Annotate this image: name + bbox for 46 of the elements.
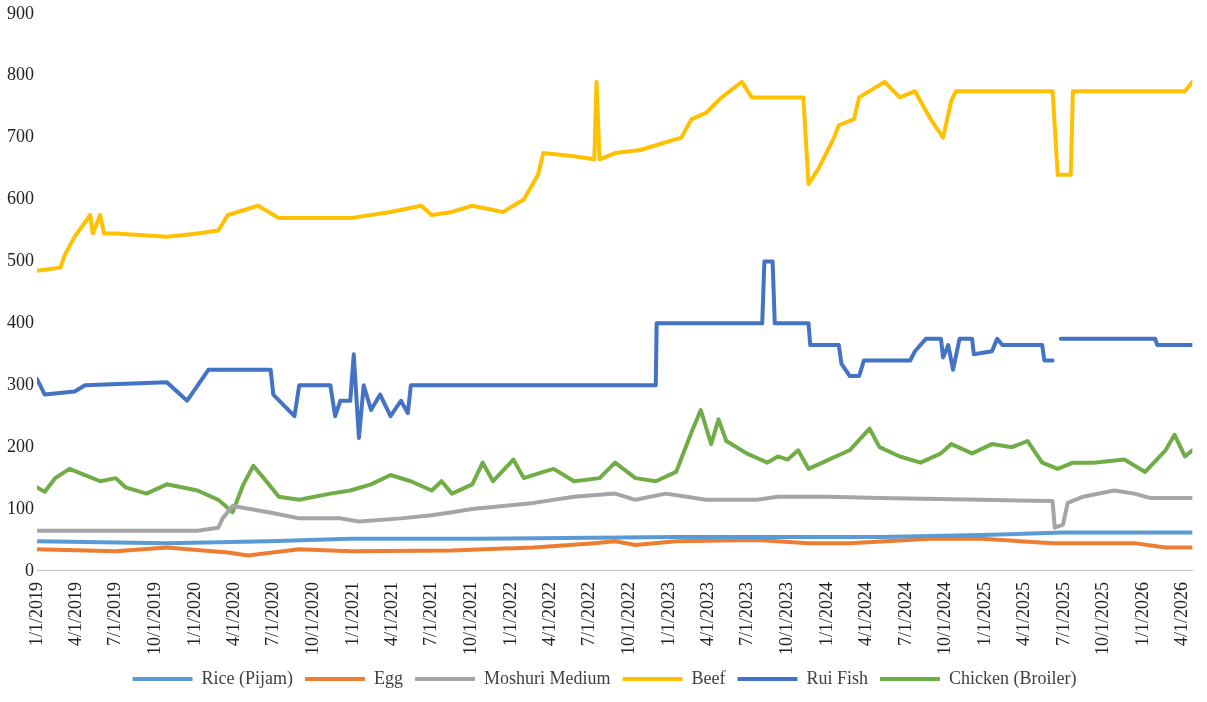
y-tick-label: 200 (7, 435, 34, 456)
x-tick-label: 4/1/2022 (538, 582, 559, 647)
y-tick-label: 400 (7, 312, 34, 333)
x-tick-label: 4/1/2020 (223, 582, 244, 647)
x-tick-label: 1/1/2025 (974, 582, 995, 647)
legend-label: Moshuri Medium (484, 667, 611, 688)
x-tick-label: 10/1/2023 (776, 582, 797, 656)
x-tick-label: 7/1/2025 (1052, 582, 1073, 647)
legend-label: Beef (691, 667, 726, 688)
x-tick-label: 4/1/2023 (696, 582, 717, 647)
x-tick-label: 10/1/2021 (460, 582, 481, 656)
y-tick-label: 600 (7, 188, 34, 209)
x-tick-label: 4/1/2026 (1171, 582, 1192, 647)
legend-label: Chicken (Broiler) (949, 667, 1077, 689)
legend-label: Rice (Pijam) (201, 667, 294, 689)
x-tick-label: 10/1/2020 (302, 582, 323, 656)
y-tick-label: 300 (7, 374, 34, 394)
x-tick-label: 7/1/2019 (104, 582, 125, 647)
legend-label: Rui Fish (806, 667, 869, 688)
x-tick-label: 7/1/2020 (262, 582, 283, 647)
x-tick-label: 10/1/2024 (934, 582, 955, 656)
x-tick-label: 7/1/2022 (578, 582, 599, 647)
x-tick-label: 10/1/2025 (1092, 582, 1113, 656)
x-tick-label: 1/1/2023 (657, 582, 678, 647)
y-tick-label: 0 (25, 559, 34, 580)
y-tick-label: 500 (7, 250, 34, 271)
x-tick-label: 7/1/2023 (736, 582, 757, 647)
x-tick-label: 10/1/2019 (143, 582, 164, 656)
x-tick-label: 10/1/2022 (618, 582, 639, 656)
y-tick-label: 800 (7, 64, 34, 85)
x-tick-label: 1/1/2026 (1132, 582, 1153, 647)
x-tick-label: 1/1/2019 (25, 582, 46, 647)
y-tick-label: 900 (7, 2, 34, 23)
x-tick-label: 1/1/2022 (499, 582, 520, 647)
y-tick-label: 100 (7, 497, 34, 518)
x-tick-label: 1/1/2024 (815, 582, 836, 647)
x-tick-label: 1/1/2021 (342, 582, 363, 647)
y-tick-label: 700 (7, 126, 34, 147)
x-tick-label: 4/1/2024 (855, 582, 876, 647)
x-tick-label: 7/1/2021 (420, 582, 441, 647)
x-tick-label: 4/1/2025 (1013, 582, 1034, 647)
x-tick-label: 1/1/2020 (183, 582, 204, 647)
x-tick-label: 4/1/2021 (380, 582, 401, 647)
x-tick-label: 4/1/2019 (64, 582, 85, 647)
x-tick-label: 7/1/2024 (894, 582, 915, 647)
legend-label: Egg (374, 667, 404, 688)
